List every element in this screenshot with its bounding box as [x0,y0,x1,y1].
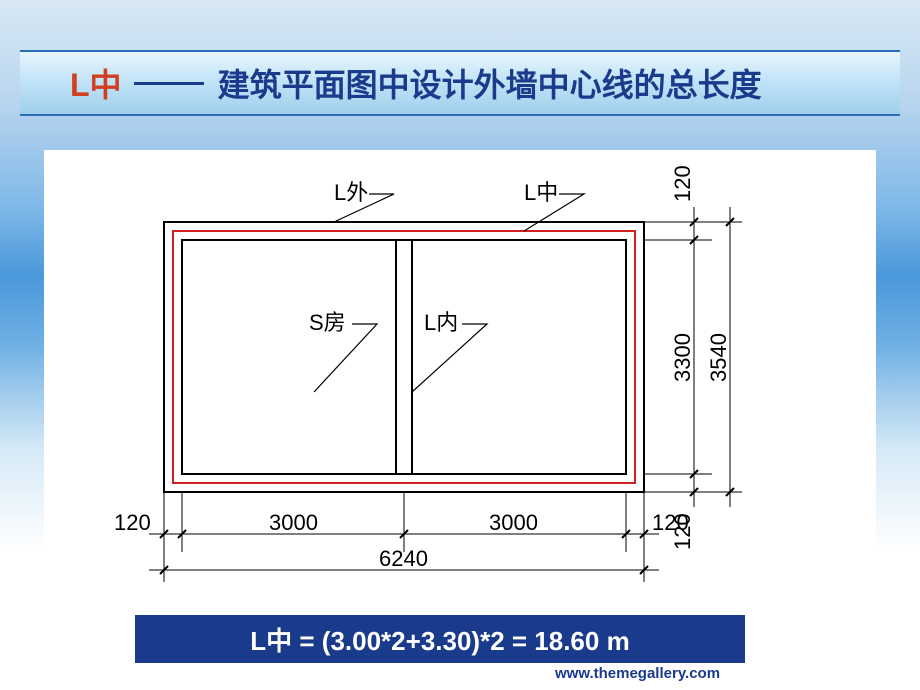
dim-v-col1: 3300 120 120 [644,165,712,550]
label-l-center: L中 [524,180,558,205]
formula-text: L中 = (3.00*2+3.30)*2 = 18.60 m [250,621,629,658]
floor-plan-diagram: L外 L中 S房 L内 120 3000 3000 120 [44,150,876,620]
title-bar: L中 建筑平面图中设计外墙中心线的总长度 [20,50,900,116]
title-text: 建筑平面图中设计外墙中心线的总长度 [218,60,762,106]
inner-wall-line [182,240,626,474]
dim-h-left-120: 120 [114,510,151,535]
dim-h-total: 6240 [379,546,428,571]
dim-v-top-120: 120 [670,165,695,202]
dim-v-total: 3540 [706,333,731,382]
footer-url: www.themegallery.com [555,665,720,682]
label-s-room: S房 [309,310,346,335]
title-dash-icon [134,82,204,85]
formula-bar: L中 = (3.00*2+3.30)*2 = 18.60 m [135,615,745,663]
dim-h-room2: 3000 [489,510,538,535]
label-l-inner: L内 [424,310,458,335]
dim-h-row2: 6240 [149,546,659,582]
centerline-rect [173,231,635,483]
plan-svg: L外 L中 S房 L内 120 3000 3000 120 [94,162,834,617]
dim-v-room: 3300 [670,333,695,382]
label-l-outer: L外 [334,180,368,205]
title-prefix: L中 [70,60,122,106]
dim-v-bottom-120: 120 [670,513,695,550]
outer-wall-line [164,222,644,492]
dim-v-col2: 3540 [706,207,742,507]
dim-h-row1: 120 3000 3000 120 [114,492,689,552]
dim-h-room1: 3000 [269,510,318,535]
